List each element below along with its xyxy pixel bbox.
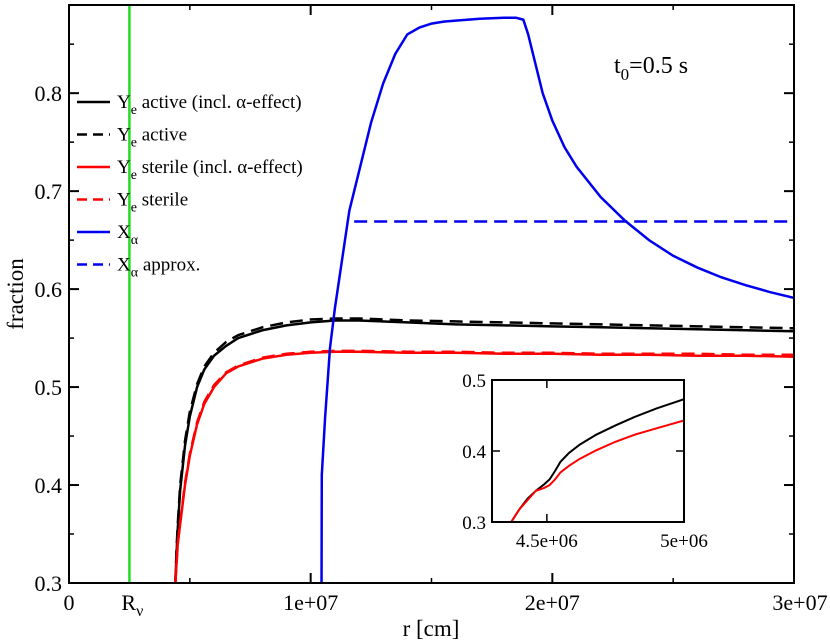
series-line-0 [174,319,794,583]
legend: Ye active (incl. α-effect) Ye active Ye st… [77,92,303,281]
x-tick-label: 2e+07 [525,590,580,615]
x-tick-label: 1e+07 [283,590,338,615]
y-tick-label: 0.4 [35,473,63,498]
legend-label: Xα [117,222,139,248]
inset-frame [491,379,685,523]
legend-label: Ye active [117,125,187,151]
inset-x-tick-label: 5e+06 [660,531,708,552]
x-axis-title: r [cm] [403,616,460,641]
inset-y-tick-label: 0.3 [462,513,486,534]
y-tick-label: 0.5 [35,375,63,400]
series-line-3 [174,349,794,583]
legend-label: Xα approx. [117,255,200,281]
y-tick-label: 0.3 [35,571,63,596]
x-tick-label-r-nu: Rν [121,590,143,620]
y-tick-label: 0.6 [35,277,63,302]
legend-label: Ye sterile (incl. α-effect) [117,157,303,183]
inset-series-line-1 [510,419,684,522]
series-line-4 [320,16,794,583]
inset-y-tick-label: 0.5 [462,371,486,392]
x-tick-label: 3e+07 [772,590,827,615]
y-tick-label: 0.8 [35,81,63,106]
inset-x-tick-label: 4.5e+06 [516,531,578,552]
y-axis-title: fraction [3,258,28,330]
y-tick-label: 0.7 [35,179,63,204]
legend-label: Ye sterile [117,190,188,216]
inset-y-tick-label: 0.4 [462,442,486,463]
time-annotation: t0=0.5 s [614,53,688,84]
x-tick-label: 0 [64,590,75,615]
legend-label: Ye active (incl. α-effect) [117,92,302,118]
series-line-1 [174,317,794,583]
inset-series-line-0 [510,398,684,522]
